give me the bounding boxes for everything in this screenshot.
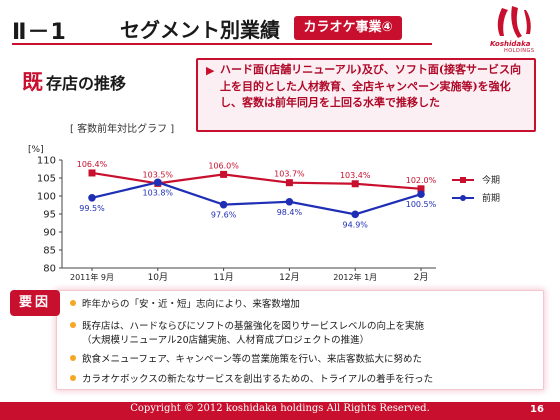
data-point <box>351 210 360 219</box>
cause-item-detail: （大規模リニューアル20店舗実施、人材育成プロジェクトの推進） <box>82 335 370 346</box>
cause-item: カラオケボックスの新たなサービスを創出するための、トライアルの着手を行った <box>82 374 434 385</box>
y-axis-unit: [%] <box>28 145 44 155</box>
data-point <box>285 179 293 187</box>
bullet-dot-icon <box>70 375 76 381</box>
data-label: 100.5% <box>406 200 437 209</box>
data-point <box>417 185 425 193</box>
chart-label: [ 客数前年対比グラフ ] <box>70 124 175 135</box>
y-tick-label: 110 <box>37 156 56 167</box>
data-label: 98.4% <box>277 208 303 217</box>
data-point <box>351 180 359 188</box>
data-label: 106.4% <box>77 160 108 169</box>
data-point <box>220 170 228 178</box>
x-tick-label: 11月 <box>213 272 233 283</box>
x-tick-label: 10月 <box>148 272 168 283</box>
summary-callout <box>196 58 536 132</box>
y-tick-label: 90 <box>43 228 56 239</box>
data-label: 103.8% <box>143 188 174 197</box>
x-tick-label: 12月 <box>279 272 299 283</box>
subtitle-first-char: 既 <box>22 70 43 94</box>
x-tick-label: 2月 <box>414 272 429 283</box>
logo-name: Koshidaka <box>490 40 531 48</box>
data-label: 94.9% <box>342 220 368 229</box>
data-label: 106.0% <box>208 161 239 170</box>
koshidaka-logo-icon <box>497 6 531 38</box>
data-label: 102.0% <box>406 176 437 185</box>
x-tick-label: 2012年 1月 <box>333 272 377 282</box>
subtitle: 存店の推移 <box>46 74 127 93</box>
bullet-dot-icon <box>70 300 76 306</box>
footer-bar <box>0 402 560 420</box>
data-point <box>219 200 228 209</box>
series-line-prior <box>91 181 422 216</box>
section-number: Ⅱ－1 <box>12 20 67 45</box>
data-point <box>88 169 96 177</box>
data-label: 103.4% <box>340 171 371 180</box>
data-point <box>417 190 425 198</box>
legend-marker <box>460 195 466 201</box>
summary-text: ハード面(店舗リニューアル)及び、ソフト面(接客サービス向上を目的とした人材教育… <box>220 63 522 109</box>
title-underline <box>12 43 432 45</box>
page-number: 16 <box>530 404 544 415</box>
bullet-dot-icon <box>70 355 76 361</box>
logo-sub: HOLDINGS <box>504 48 535 54</box>
legend-entry: 今期 <box>482 174 500 186</box>
series-line-current <box>91 171 422 190</box>
cause-item: 既存店は、ハードならびにソフトの基盤強化を図りサービスレベルの向上を実施 <box>82 321 425 332</box>
cause-badge: 要因 <box>10 290 60 316</box>
data-label: 97.6% <box>211 211 237 220</box>
y-tick-label: 95 <box>43 210 56 221</box>
data-point <box>154 178 162 187</box>
legend-entry: 前期 <box>482 192 500 204</box>
slide-title: セグメント別業績 <box>120 18 280 42</box>
y-tick-label: 85 <box>43 246 56 257</box>
data-point <box>285 197 294 206</box>
data-label: 103.5% <box>143 170 174 179</box>
cause-item: 昨年からの「安・近・短」志向により、来客数増加 <box>82 299 300 310</box>
cause-panel <box>56 290 544 390</box>
triangle-bullet-icon: ▶ <box>206 64 215 77</box>
y-tick-label: 80 <box>43 264 56 275</box>
legend-marker <box>460 177 466 183</box>
bullet-dot-icon <box>70 322 76 328</box>
copyright: Copyright © 2012 koshidaka holdings All … <box>130 403 430 414</box>
y-tick-label: 100 <box>37 192 56 203</box>
data-label: 99.5% <box>79 204 105 213</box>
data-point <box>88 194 96 202</box>
x-tick-label: 2011年 9月 <box>70 272 114 282</box>
data-label: 103.7% <box>274 170 305 179</box>
cause-item: 飲食メニューフェア、キャンペーン等の営業施策を行い、来店客数拡大に努めた <box>82 354 423 365</box>
y-tick-label: 105 <box>37 174 56 185</box>
segment-tag: カラオケ事業④ <box>294 16 402 40</box>
visitor-ratio-chart: [%] 80 85 90 95 100 105 110 2011年 9月 10月 11月 12月 201… <box>28 145 500 283</box>
